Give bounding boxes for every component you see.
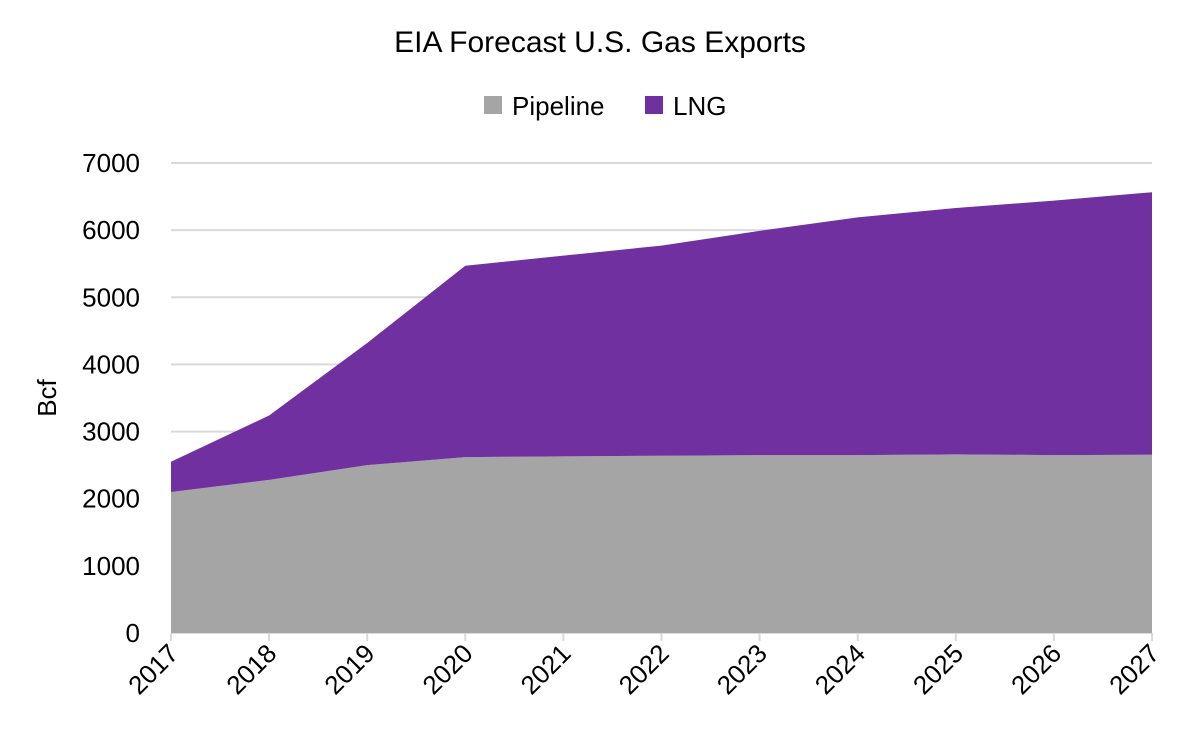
x-tick-label: 2026: [1005, 638, 1067, 700]
x-tick-label: 2022: [613, 638, 675, 700]
x-tick-label: 2023: [711, 638, 773, 700]
y-tick-label: 6000: [82, 215, 140, 245]
y-tick-label: 4000: [82, 349, 140, 379]
x-axis-ticks: 2017 2018 2019 2020 2021 2022 2023 2024 2025 2026…: [122, 633, 1165, 700]
x-tick-label: 2025: [907, 638, 969, 700]
x-tick-label: 2024: [809, 638, 871, 700]
x-tick-label: 2021: [515, 638, 577, 700]
y-tick-label: 1000: [82, 551, 140, 581]
chart-title: EIA Forecast U.S. Gas Exports: [394, 26, 806, 59]
legend-swatch-lng: [645, 96, 663, 114]
y-tick-label: 2000: [82, 484, 140, 514]
y-tick-label: 7000: [82, 148, 140, 178]
x-tick-label: 2027: [1103, 638, 1165, 700]
legend-label-pipeline: Pipeline: [512, 91, 605, 121]
areas: [171, 192, 1152, 633]
y-tick-label: 3000: [82, 417, 140, 447]
legend-swatch-pipeline: [484, 96, 502, 114]
y-tick-label: 0: [126, 618, 140, 648]
area-pipeline: [171, 454, 1152, 633]
x-tick-label: 2018: [220, 638, 282, 700]
x-tick-label: 2019: [318, 638, 380, 700]
x-tick-label: 2020: [416, 638, 478, 700]
legend-label-lng: LNG: [673, 91, 726, 121]
legend: Pipeline LNG: [484, 91, 726, 121]
y-axis-ticks: 0 1000 2000 3000 4000 5000 6000 7000: [82, 148, 140, 648]
area-lng: [171, 192, 1152, 492]
y-tick-label: 5000: [82, 282, 140, 312]
y-axis-label: Bcf: [32, 378, 62, 416]
